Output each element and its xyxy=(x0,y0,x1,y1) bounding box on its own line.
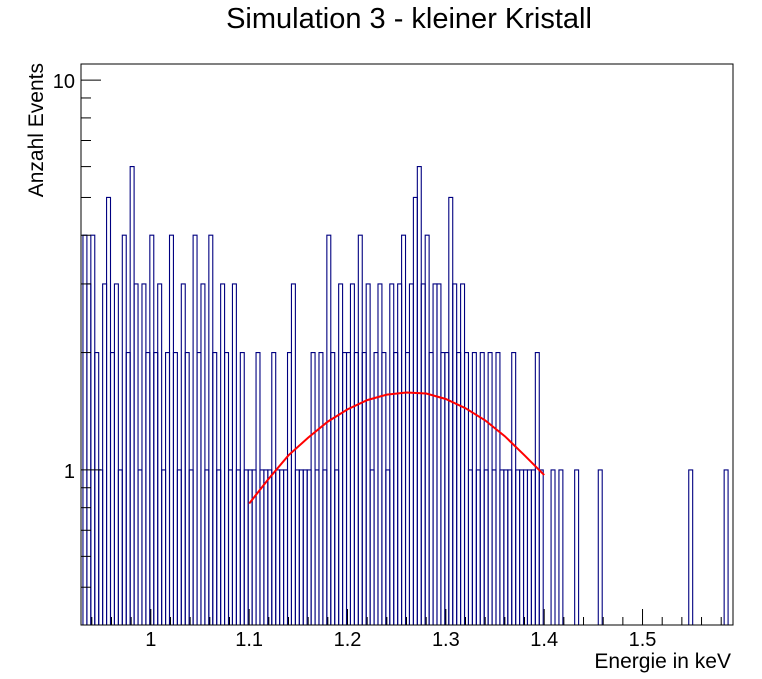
histogram-bin xyxy=(538,469,544,625)
x-tick-label: 1.3 xyxy=(432,629,460,651)
x-tick-label: 1.5 xyxy=(629,629,657,651)
histogram-bin xyxy=(113,283,119,625)
x-tick-label: 1.1 xyxy=(235,629,263,651)
histogram-bin xyxy=(365,283,371,625)
histogram-bin xyxy=(133,283,139,625)
histogram-bin xyxy=(231,283,237,625)
histogram-bin xyxy=(574,469,580,625)
histogram-bin xyxy=(200,283,206,625)
x-tick-label: 1.2 xyxy=(334,629,362,651)
x-tick-label: 1 xyxy=(145,629,156,651)
y-tick-label: 1 xyxy=(64,461,75,483)
histogram-bin xyxy=(597,469,603,625)
histogram-bin xyxy=(290,283,296,625)
histogram-bin xyxy=(723,469,729,625)
x-axis-label: Energie in keV xyxy=(594,650,731,673)
plot-area xyxy=(82,166,729,625)
histogram-bin xyxy=(157,283,163,625)
histogram-bin xyxy=(558,469,564,625)
axes: 1 1.1 1.2 1.3 1.4 1.5 1 10 xyxy=(53,71,722,651)
y-tick-label: 10 xyxy=(53,71,75,93)
chart-title: Simulation 3 - kleiner Kristall xyxy=(226,3,592,35)
histogram-bin xyxy=(688,469,694,625)
histogram-bin xyxy=(550,469,556,625)
fit-curve xyxy=(248,391,545,505)
x-tick-label: 1.4 xyxy=(530,629,558,651)
y-axis-label: Anzahl Events xyxy=(25,63,48,197)
